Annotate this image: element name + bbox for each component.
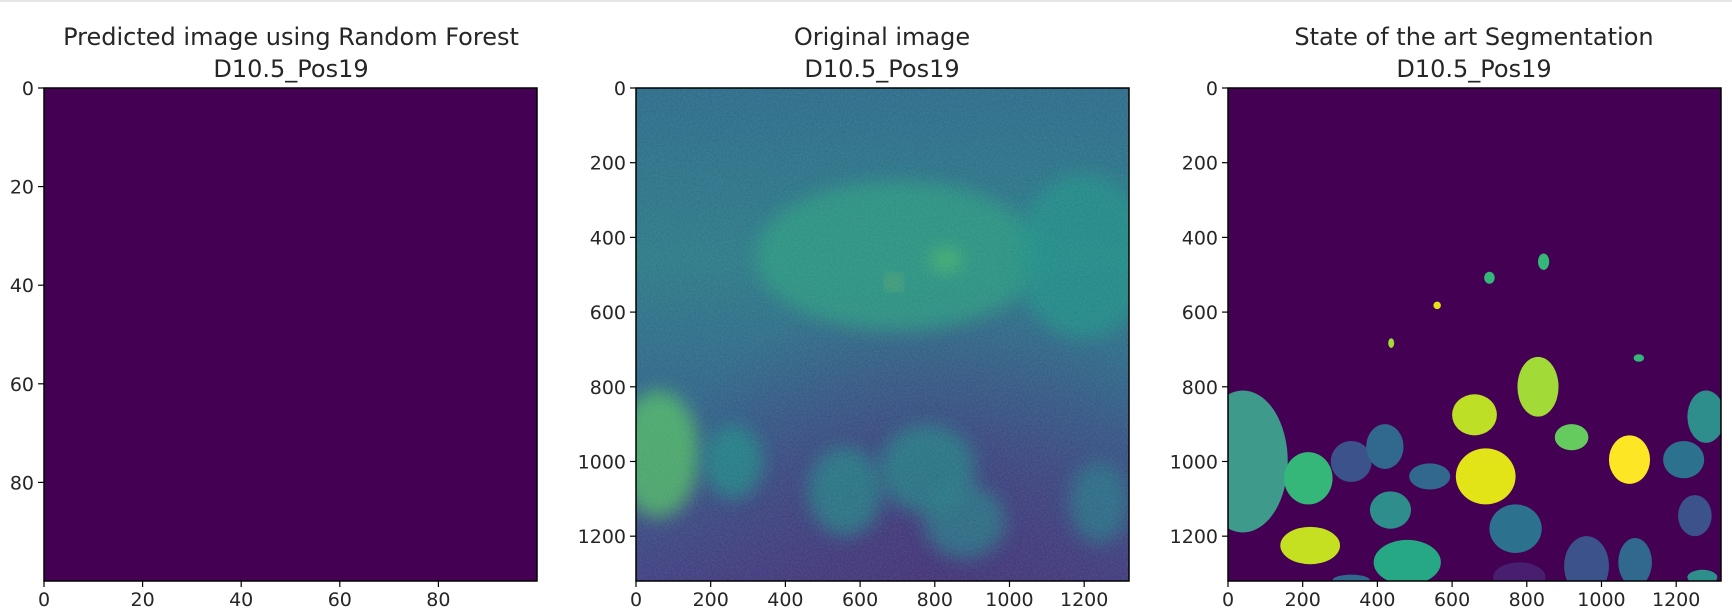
heatmap-image bbox=[1228, 88, 1721, 581]
segment bbox=[1678, 495, 1712, 537]
panel-subtitle: D10.5_Pos19 bbox=[804, 55, 959, 83]
y-tick-label: 200 bbox=[590, 153, 626, 175]
segment bbox=[1452, 394, 1497, 436]
segment bbox=[1564, 536, 1609, 581]
y-tick-label: 80 bbox=[10, 472, 34, 494]
y-tick-label: 400 bbox=[1182, 227, 1218, 249]
panel-random-forest: Predicted image using Random Forest D10.… bbox=[10, 23, 538, 611]
segment bbox=[1330, 440, 1372, 483]
y-tick-label: 40 bbox=[10, 275, 34, 297]
y-tick-label: 400 bbox=[590, 227, 626, 249]
segment bbox=[1332, 574, 1370, 581]
segment bbox=[1663, 440, 1705, 479]
x-tick-label: 200 bbox=[693, 589, 729, 611]
x-tick-label: 400 bbox=[1359, 589, 1395, 611]
x-tick-label: 20 bbox=[131, 589, 155, 611]
axes-frame bbox=[43, 87, 538, 582]
segment bbox=[1484, 271, 1495, 284]
y-tick-label: 20 bbox=[10, 177, 34, 199]
x-tick-label: 0 bbox=[1222, 589, 1234, 611]
x-tick-label: 600 bbox=[842, 589, 878, 611]
top-border bbox=[0, 0, 1732, 2]
segment bbox=[1373, 539, 1441, 581]
x-tick-label: 0 bbox=[630, 589, 642, 611]
y-tick-label: 1000 bbox=[1170, 451, 1218, 473]
segment bbox=[1489, 504, 1542, 553]
segment bbox=[1608, 435, 1651, 484]
y-tick-label: 0 bbox=[1206, 78, 1218, 100]
segment bbox=[1687, 390, 1721, 443]
y-tick-label: 600 bbox=[1182, 302, 1218, 324]
image-texture bbox=[636, 88, 1129, 581]
x-tick-label: 800 bbox=[1509, 589, 1545, 611]
x-tick-label: 800 bbox=[917, 589, 953, 611]
segment bbox=[1366, 424, 1404, 469]
axis-ticks: 0 200 400 600 800 1000 1200 0 200 400 600 800 1000 12… bbox=[1170, 78, 1701, 611]
x-tick-label: 80 bbox=[426, 589, 450, 611]
x-tick-label: 1200 bbox=[1060, 589, 1108, 611]
panel-title: State of the art Segmentation bbox=[1294, 23, 1653, 51]
x-tick-label: 0 bbox=[38, 589, 50, 611]
y-tick-label: 1000 bbox=[578, 451, 626, 473]
panel-title: Original image bbox=[794, 23, 970, 51]
segment bbox=[1633, 354, 1645, 362]
segment bbox=[1493, 562, 1546, 581]
x-tick-label: 200 bbox=[1285, 589, 1321, 611]
segment bbox=[1455, 448, 1516, 505]
y-tick-label: 0 bbox=[22, 78, 34, 100]
x-tick-label: 40 bbox=[229, 589, 253, 611]
y-tick-label: 1200 bbox=[1170, 526, 1218, 548]
x-tick-label: 1000 bbox=[1577, 589, 1625, 611]
axis-ticks: 0 200 400 600 800 1000 1200 0 200 400 600 800 1000 12… bbox=[578, 78, 1109, 611]
panel-subtitle: D10.5_Pos19 bbox=[213, 55, 368, 83]
axis-ticks: 0 20 40 60 80 0 20 40 60 80 bbox=[10, 78, 451, 611]
panel-subtitle: D10.5_Pos19 bbox=[1396, 55, 1551, 83]
segment bbox=[1284, 452, 1333, 505]
y-tick-label: 200 bbox=[1182, 153, 1218, 175]
segment bbox=[1517, 356, 1559, 417]
x-tick-label: 600 bbox=[1434, 589, 1470, 611]
heatmap-image bbox=[44, 88, 537, 581]
panel-original-image: Original image D10.5_Pos19 0 200 400 600 800… bbox=[578, 23, 1130, 611]
segment bbox=[1554, 424, 1589, 451]
y-tick-label: 60 bbox=[10, 374, 34, 396]
y-tick-label: 600 bbox=[590, 302, 626, 324]
y-tick-label: 0 bbox=[614, 78, 626, 100]
y-tick-label: 1200 bbox=[578, 526, 626, 548]
segment bbox=[1537, 253, 1550, 270]
segment bbox=[1280, 526, 1341, 565]
segment bbox=[1433, 301, 1441, 310]
axes-frame bbox=[635, 87, 1130, 582]
x-tick-label: 400 bbox=[767, 589, 803, 611]
x-tick-label: 60 bbox=[328, 589, 352, 611]
panel-title: Predicted image using Random Forest bbox=[63, 23, 519, 51]
x-tick-label: 1000 bbox=[985, 589, 1033, 611]
segment bbox=[1228, 390, 1288, 533]
segment bbox=[1369, 491, 1412, 529]
segment bbox=[1388, 338, 1395, 348]
y-tick-label: 800 bbox=[1182, 377, 1218, 399]
x-tick-label: 1200 bbox=[1652, 589, 1700, 611]
segments bbox=[1228, 253, 1721, 581]
segment bbox=[1618, 538, 1652, 581]
y-tick-label: 800 bbox=[590, 377, 626, 399]
axes-frame bbox=[1227, 87, 1722, 582]
segment bbox=[1687, 569, 1718, 581]
panel-segmentation: State of the art Segmentation D10.5_Pos1… bbox=[1170, 23, 1722, 611]
segment bbox=[1409, 463, 1451, 490]
